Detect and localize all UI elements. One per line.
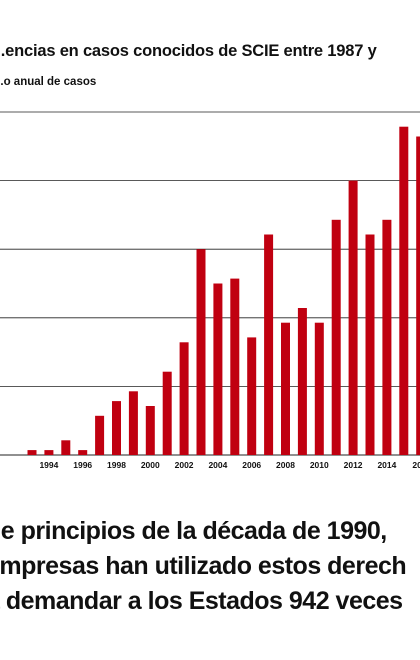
x-tick-label: 2012	[344, 460, 363, 470]
bar-2012	[348, 180, 358, 455]
x-tick-label: 1994	[39, 460, 58, 470]
x-tick-label: 2010	[310, 460, 329, 470]
bar-2007	[264, 234, 274, 455]
x-tick-label: 2006	[242, 460, 261, 470]
caption: de principios de la década de 1990, empr…	[0, 514, 420, 619]
bar-1997	[95, 415, 105, 455]
bar-2016	[416, 136, 420, 455]
chart-title: ...encias en casos conocidos de SCIE ent…	[0, 42, 377, 60]
chart-subtitle: ...o anual de casos	[0, 76, 97, 88]
bar-1996	[78, 450, 88, 455]
x-tick-label: 2002	[175, 460, 194, 470]
bar-chart: 1994 1996 1998 2000 2002 2004 2006 2008 2010 2012…	[0, 111, 420, 470]
bar-2006	[247, 337, 257, 455]
bar-2009	[297, 308, 307, 455]
bar-1994	[44, 450, 54, 455]
bar-2000	[145, 406, 155, 455]
bar-2010	[314, 322, 324, 455]
x-tick-label: 2008	[276, 460, 295, 470]
bar-2001	[162, 371, 172, 455]
bar-2005	[230, 278, 240, 455]
x-tick-label: 20...	[412, 460, 420, 470]
bar-2014	[382, 219, 392, 455]
x-tick-label: 1996	[73, 460, 92, 470]
bar-1999	[128, 391, 138, 455]
caption-line-3: a demandar a los Estados 942 veces	[0, 587, 403, 615]
x-tick-label: 2000	[141, 460, 160, 470]
caption-line-1: de principios de la década de 1990,	[0, 517, 387, 545]
caption-line-2: empresas han utilizado estos derech	[0, 552, 407, 580]
x-tick-label: 1998	[107, 460, 126, 470]
x-tick-label: 2014	[377, 460, 396, 470]
bar-2011	[331, 219, 341, 455]
bar-2008	[281, 322, 290, 455]
x-tick-label: 2004	[208, 460, 227, 470]
bar-2002	[179, 342, 189, 455]
bar-1998	[112, 401, 121, 455]
bar-2015	[399, 126, 409, 455]
bar-2013	[365, 234, 375, 455]
bar-2003	[196, 249, 206, 455]
bar-1995	[61, 440, 71, 455]
bar-1993	[27, 450, 37, 455]
bar-2004	[213, 283, 223, 455]
